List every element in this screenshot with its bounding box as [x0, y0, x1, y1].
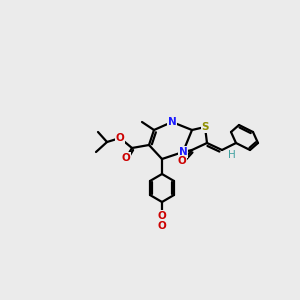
Text: S: S [201, 122, 209, 132]
Text: O: O [116, 133, 124, 143]
Text: N: N [178, 147, 188, 157]
Text: O: O [158, 221, 166, 231]
Text: O: O [178, 156, 186, 166]
Text: H: H [228, 150, 236, 160]
Text: O: O [158, 211, 166, 221]
Text: O: O [122, 153, 130, 163]
Text: N: N [168, 117, 176, 127]
